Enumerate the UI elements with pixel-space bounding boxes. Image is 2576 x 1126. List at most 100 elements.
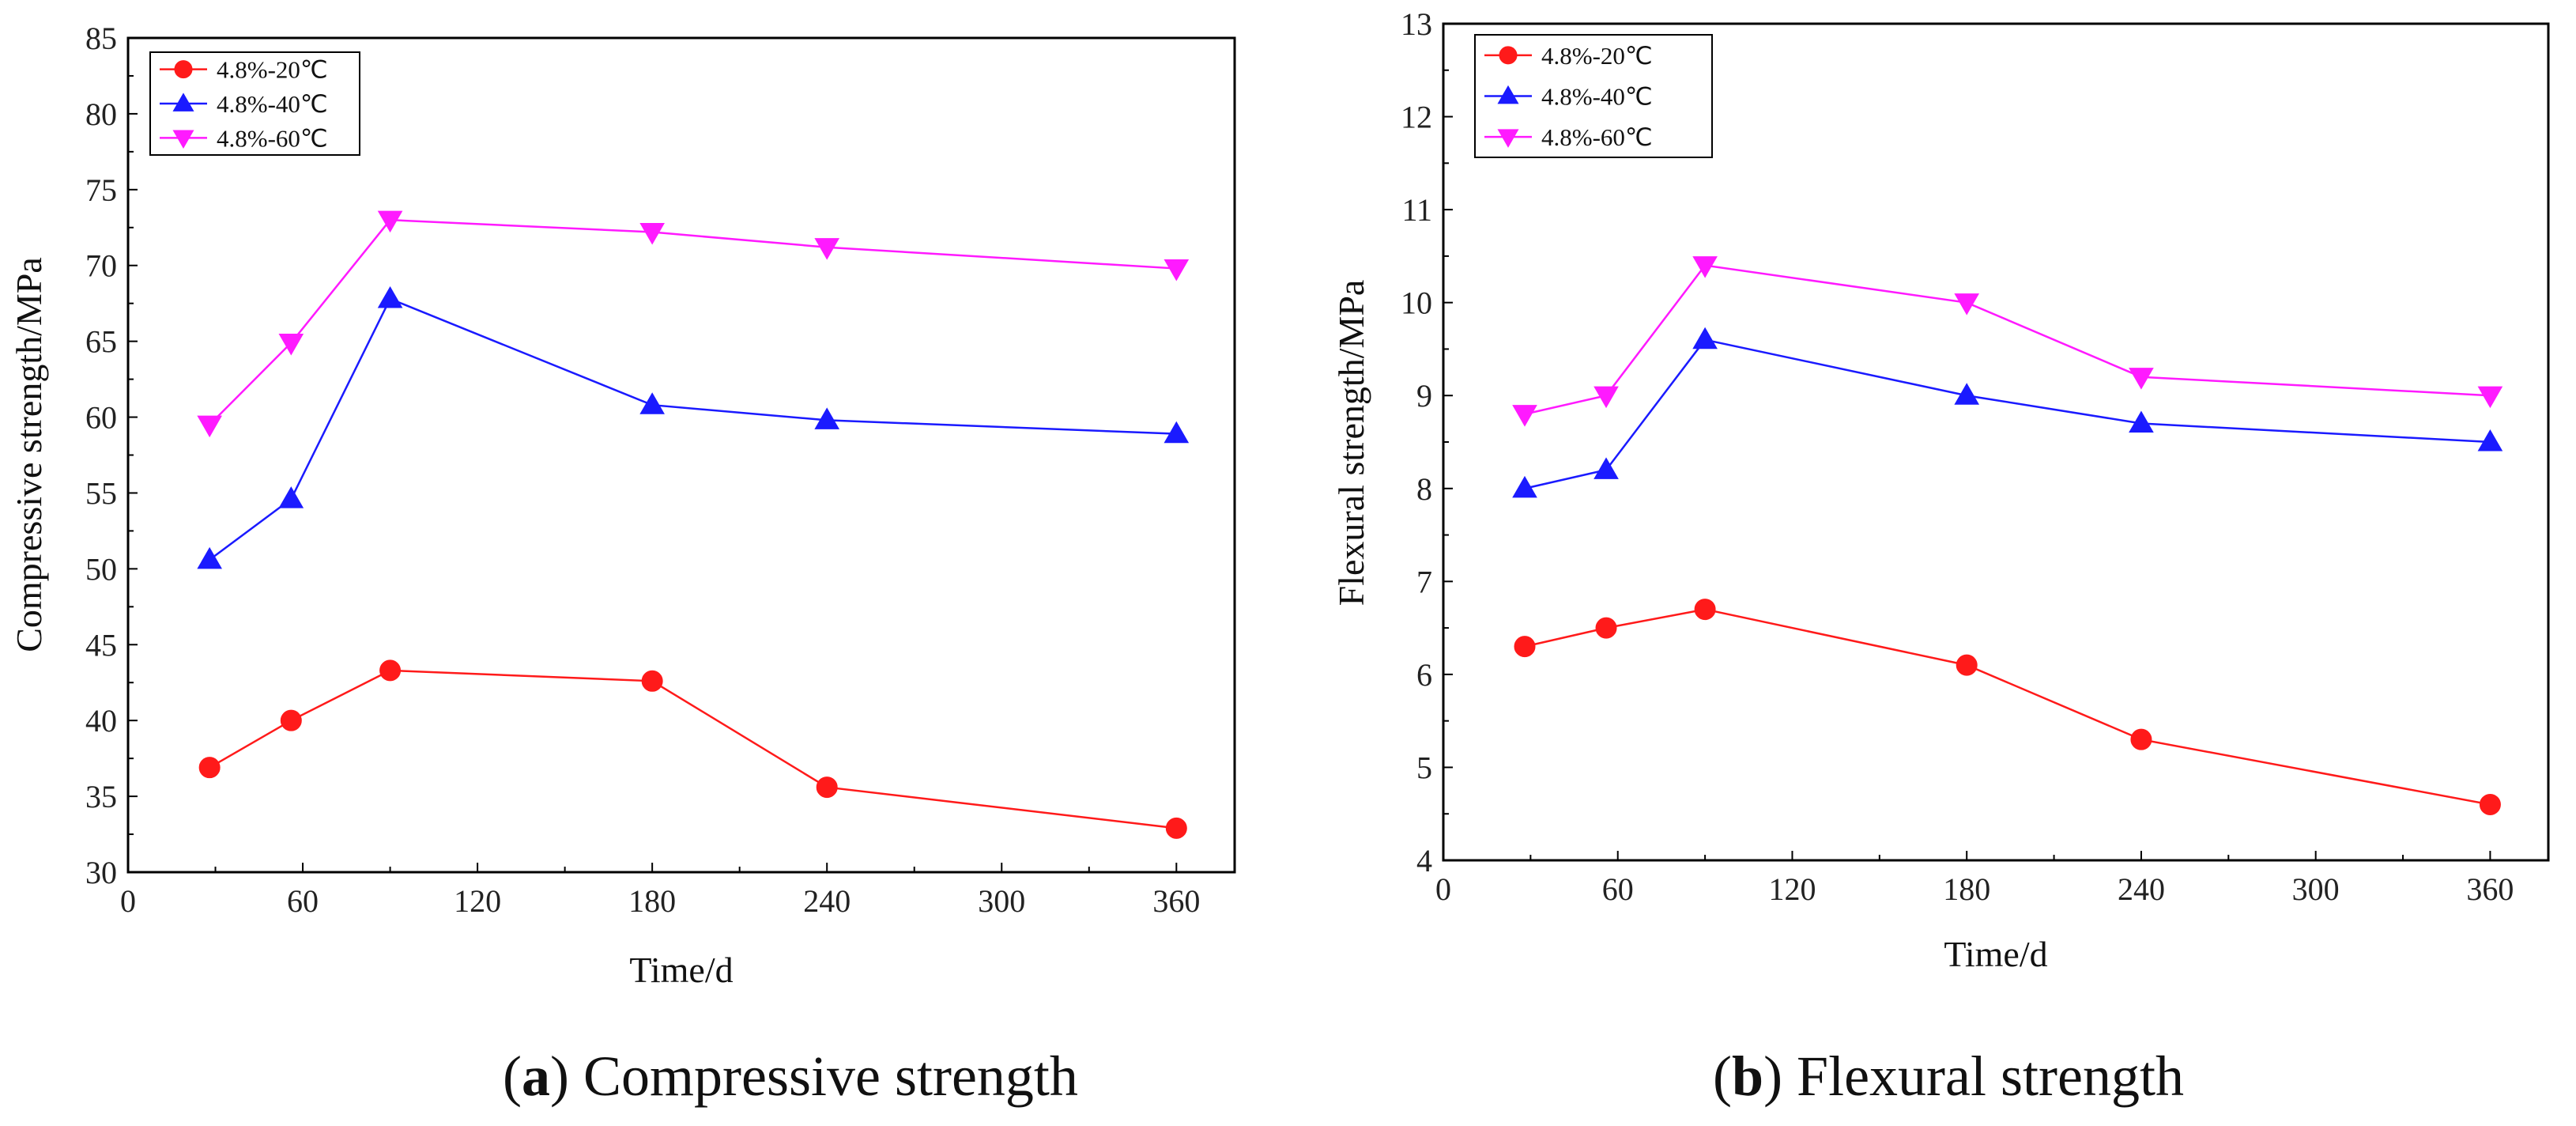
- y-tick-label: 60: [85, 400, 117, 436]
- legend-marker: [1497, 129, 1519, 148]
- data-point-series-1: [1954, 383, 1980, 405]
- y-tick-label: 7: [1416, 564, 1432, 599]
- y-tick-label: 70: [85, 248, 117, 284]
- series-line-2: [209, 218, 1177, 426]
- data-point-series-1: [1593, 457, 1619, 479]
- legend-label: 4.8%-60℃: [1541, 123, 1653, 151]
- data-point-series-0: [2479, 793, 2501, 815]
- series-line-0: [1524, 608, 2491, 806]
- y-tick-label: 30: [85, 855, 117, 890]
- x-tick-label: 120: [1768, 871, 1816, 907]
- data-point-series-1: [197, 546, 222, 569]
- tick-layer: 0 60 120 180 240 300 360 30 35 40 45 50 55 60 65 70 75 80…: [85, 21, 1200, 919]
- x-tick-label: 240: [2118, 871, 2165, 907]
- x-tick-label: 300: [2292, 871, 2340, 907]
- legend-marker: [1499, 46, 1518, 65]
- data-point-series-2: [1164, 259, 1190, 282]
- data-point-series-0: [1956, 654, 1978, 676]
- series-line-0: [209, 669, 1177, 829]
- data-point-series-2: [814, 238, 840, 260]
- data-point-series-0: [1165, 817, 1187, 839]
- caption-a-text: ) Compressive strength: [550, 1045, 1078, 1108]
- y-tick-label: 8: [1416, 471, 1432, 507]
- legend-label: 4.8%-40℃: [217, 90, 328, 118]
- legend: 4.8%-20℃ 4.8%-40℃ 4.8%-60℃: [149, 51, 360, 156]
- legend: 4.8%-20℃ 4.8%-40℃ 4.8%-60℃: [1474, 34, 1713, 158]
- data-point-series-2: [197, 415, 222, 438]
- legend-marker: [174, 60, 193, 79]
- y-tick-label: 10: [1401, 285, 1432, 321]
- y-tick-label: 35: [85, 779, 117, 814]
- y-tick-label: 40: [85, 703, 117, 739]
- data-point-series-2: [1512, 405, 1537, 427]
- y-tick-label: 50: [85, 551, 117, 587]
- y-tick-label: 75: [85, 172, 117, 208]
- y-tick-label: 5: [1416, 750, 1432, 785]
- data-point-series-1: [278, 486, 304, 508]
- caption-b: (b) Flexural strength: [1713, 1045, 2184, 1108]
- y-axis-label: Flexural strength/MPa: [1331, 280, 1371, 606]
- data-point-series-0: [641, 670, 663, 692]
- data-point-series-0: [2130, 728, 2152, 750]
- caption-a: (a) Compressive strength: [503, 1045, 1078, 1108]
- x-tick-label: 360: [1152, 883, 1200, 919]
- data-point-series-1: [2477, 429, 2503, 452]
- x-axis-label: Time/d: [1944, 934, 2047, 974]
- tick-layer: 0 60 120 180 240 300 360 4 5 6 7 8 9 10 11 12 13: [1401, 6, 2514, 907]
- series-layer: [1512, 256, 2503, 815]
- data-point-series-0: [379, 659, 402, 682]
- y-tick-label: 9: [1416, 378, 1432, 414]
- data-point-series-1: [1692, 327, 1718, 350]
- data-point-series-0: [1694, 599, 1716, 621]
- data-point-series-2: [1692, 256, 1718, 278]
- y-tick-label: 55: [85, 475, 117, 511]
- plot-frame: [126, 36, 1236, 874]
- data-point-series-2: [1593, 386, 1619, 409]
- x-tick-label: 180: [628, 883, 676, 919]
- caption-b-text: ) Flexural strength: [1763, 1045, 2184, 1108]
- y-tick-label: 12: [1401, 100, 1432, 135]
- series-line-1: [1524, 338, 2491, 489]
- x-tick-label: 120: [454, 883, 501, 919]
- series-line-2: [1524, 264, 2491, 415]
- y-tick-label: 6: [1416, 657, 1432, 693]
- data-point-series-2: [377, 210, 403, 233]
- y-tick-label: 45: [85, 627, 117, 663]
- chart-flexural-strength: 0 60 120 180 240 300 360 4 5 6 7 8 9 10 11 12 13 4.8%-20…: [1331, 6, 2550, 974]
- data-point-series-0: [1514, 636, 1536, 658]
- x-tick-label: 300: [978, 883, 1025, 919]
- y-tick-label: 4: [1416, 843, 1432, 879]
- data-point-series-2: [2129, 368, 2154, 390]
- y-tick-label: 13: [1401, 6, 1432, 42]
- x-axis-label: Time/d: [629, 950, 733, 990]
- data-point-series-1: [1164, 421, 1190, 444]
- series-line-1: [209, 297, 1177, 561]
- data-point-series-0: [816, 776, 838, 799]
- legend-label: 4.8%-20℃: [1541, 42, 1653, 70]
- legend-marker: [172, 93, 194, 111]
- legend-label: 4.8%-20℃: [217, 56, 328, 84]
- data-point-series-2: [639, 222, 665, 245]
- series-layer: [197, 210, 1190, 839]
- chart-compressive-strength: 0 60 120 180 240 300 360 30 35 40 45 50 55 60 65 70 75 80…: [9, 21, 1236, 990]
- x-tick-label: 0: [1435, 871, 1451, 907]
- data-point-series-0: [1595, 617, 1617, 639]
- legend-marker: [1497, 85, 1519, 104]
- caption-a-letter: a: [522, 1045, 550, 1108]
- data-point-series-0: [198, 757, 221, 779]
- data-point-series-1: [377, 285, 403, 308]
- data-point-series-2: [2477, 386, 2503, 409]
- data-point-series-1: [2129, 410, 2154, 433]
- data-point-series-2: [1954, 293, 1980, 316]
- data-point-series-1: [639, 392, 665, 414]
- legend-label: 4.8%-60℃: [217, 124, 328, 152]
- y-axis-label: Compressive strength/MPa: [9, 257, 49, 652]
- x-tick-label: 0: [120, 883, 136, 919]
- x-tick-label: 60: [287, 883, 319, 919]
- y-tick-label: 65: [85, 324, 117, 360]
- legend-marker: [172, 130, 194, 149]
- data-point-series-1: [814, 407, 840, 429]
- y-tick-label: 80: [85, 96, 117, 132]
- caption-b-letter: b: [1732, 1045, 1763, 1108]
